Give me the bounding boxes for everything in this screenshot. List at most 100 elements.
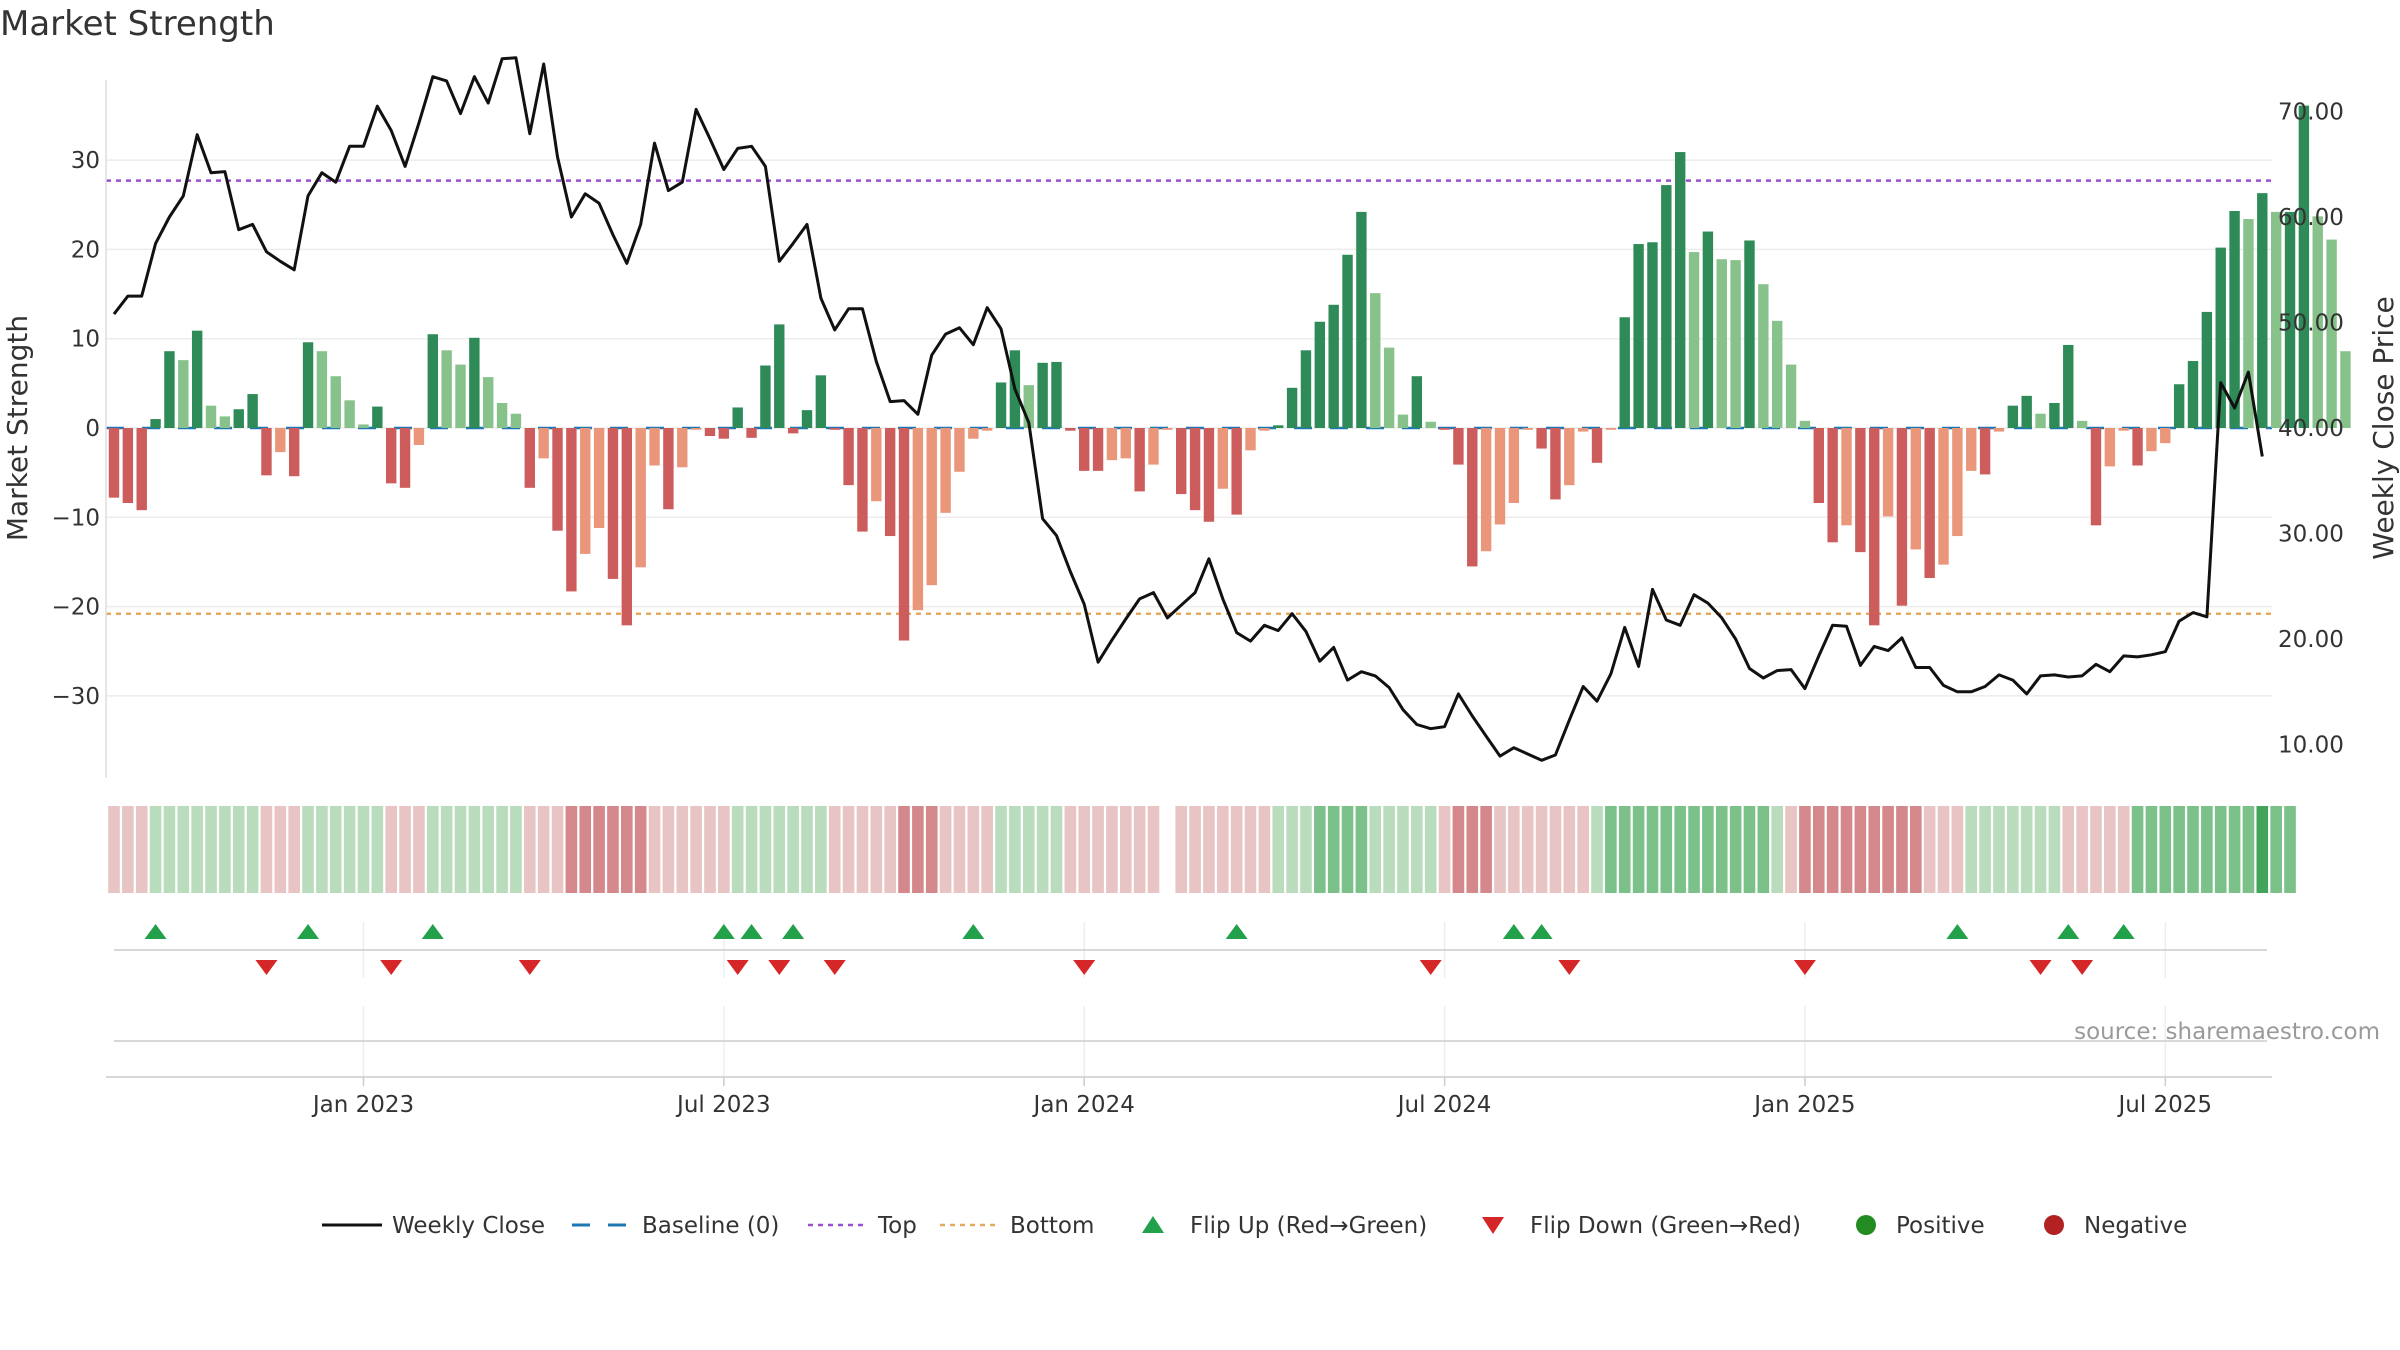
- strength-bar: [386, 428, 397, 484]
- strength-bar: [1328, 304, 1339, 428]
- heat-cell: [912, 806, 924, 893]
- strength-bar: [566, 428, 577, 592]
- legend-circle-icon: [1856, 1215, 1876, 1235]
- strength-bar: [2132, 428, 2143, 466]
- heat-cell: [1757, 806, 1770, 893]
- legend-label: Weekly Close: [392, 1213, 545, 1239]
- heat-cell: [1452, 806, 1465, 893]
- strength-bar: [2270, 211, 2282, 428]
- flip-down-marker: [726, 960, 749, 975]
- heat-cell: [149, 806, 162, 893]
- heat-cell: [1230, 806, 1243, 893]
- legend-item-baseline-0: Baseline (0): [572, 1213, 779, 1239]
- legend-item-bottom: Bottom: [940, 1213, 1094, 1239]
- heat-cell: [704, 806, 716, 893]
- strength-bar: [1869, 428, 1880, 626]
- heat-cell: [1217, 806, 1229, 893]
- heat-cell: [981, 806, 993, 893]
- strength-bar: [871, 428, 882, 502]
- flip-up-marker: [740, 924, 763, 939]
- heat-cell: [302, 806, 314, 893]
- heat-cell: [1383, 806, 1395, 893]
- heat-cell: [1563, 806, 1576, 893]
- strength-bar: [1702, 231, 1714, 428]
- strength-bar: [663, 428, 674, 510]
- flip-up-marker: [297, 924, 320, 939]
- heat-cell: [108, 806, 120, 893]
- heat-cell: [1300, 806, 1312, 893]
- heat-cell: [191, 806, 203, 893]
- strength-bar: [2243, 219, 2254, 428]
- strength-bar: [1896, 428, 1908, 606]
- strength-bar: [1605, 428, 1617, 430]
- strength-bar: [233, 409, 244, 428]
- heat-cell: [371, 806, 384, 893]
- heat-cell: [745, 806, 758, 893]
- flip-down-marker: [823, 960, 846, 975]
- strength-bar: [2298, 105, 2310, 428]
- flip-up-marker: [144, 924, 167, 939]
- flip-down-marker: [380, 960, 403, 975]
- legend-triangle-down-icon: [1482, 1217, 1504, 1234]
- heat-cell: [676, 806, 689, 893]
- heat-cell: [1092, 806, 1104, 893]
- strength-bar: [108, 428, 120, 498]
- heat-cell: [2145, 806, 2158, 893]
- flip-up-marker: [1946, 924, 1969, 939]
- heat-cell: [884, 806, 896, 893]
- heat-cell: [2007, 806, 2019, 893]
- strength-bar: [774, 324, 785, 428]
- heat-cell: [2076, 806, 2088, 893]
- heat-cell: [1674, 806, 1686, 893]
- strength-bar: [1051, 361, 1062, 428]
- strength-bar: [1661, 185, 1672, 428]
- heat-cell: [856, 806, 869, 893]
- flip-down-marker: [768, 960, 791, 975]
- legend-item-weekly-close: Weekly Close: [322, 1213, 545, 1239]
- heat-cell: [1743, 806, 1756, 893]
- strength-bar: [2063, 344, 2074, 428]
- strength-bar: [1217, 428, 1228, 489]
- strength-bar: [1286, 387, 1298, 428]
- heat-cell: [343, 806, 356, 893]
- flip-down-marker: [1419, 960, 1442, 975]
- heat-cell: [1910, 806, 1922, 893]
- heat-cell: [1203, 806, 1215, 893]
- heat-cell: [1549, 806, 1562, 893]
- strength-bar: [2326, 239, 2337, 428]
- y-right-tick-label: 70.00: [2278, 100, 2344, 126]
- strength-bar: [1522, 428, 1533, 430]
- heat-cell: [2187, 806, 2199, 893]
- strength-bar: [1467, 428, 1478, 567]
- heat-cell: [454, 806, 467, 893]
- weekly-close-series: [112, 56, 2264, 762]
- strength-bar: [1494, 428, 1506, 525]
- legend-circle-icon: [2044, 1215, 2064, 1235]
- strength-bar: [1176, 428, 1187, 495]
- strength-bar: [2049, 402, 2060, 428]
- heat-cell: [288, 806, 300, 893]
- heat-cell: [2020, 806, 2033, 893]
- strength-bar: [1827, 428, 1838, 543]
- heat-cell: [510, 806, 522, 893]
- strength-bar: [1162, 428, 1173, 430]
- x-tick-label: Jan 2024: [1032, 1092, 1135, 1118]
- heat-cell: [939, 806, 952, 893]
- heat-cell: [1438, 806, 1451, 893]
- strength-bar: [2090, 428, 2102, 526]
- flip-up-marker: [962, 924, 985, 939]
- strength-bar: [1342, 254, 1353, 428]
- strength-bar: [1425, 421, 1436, 428]
- heat-cell: [163, 806, 176, 893]
- strength-bar: [1037, 362, 1048, 428]
- strength-bar: [926, 428, 937, 586]
- heat-cell: [1702, 806, 1714, 893]
- heat-cell: [1979, 806, 1991, 893]
- strength-bar: [732, 407, 743, 428]
- heat-cell: [1618, 806, 1631, 893]
- heat-cell: [1632, 806, 1645, 893]
- strength-bar: [843, 428, 854, 486]
- strength-bar: [372, 406, 383, 428]
- strength-bar: [344, 400, 355, 428]
- heat-cell: [828, 806, 841, 893]
